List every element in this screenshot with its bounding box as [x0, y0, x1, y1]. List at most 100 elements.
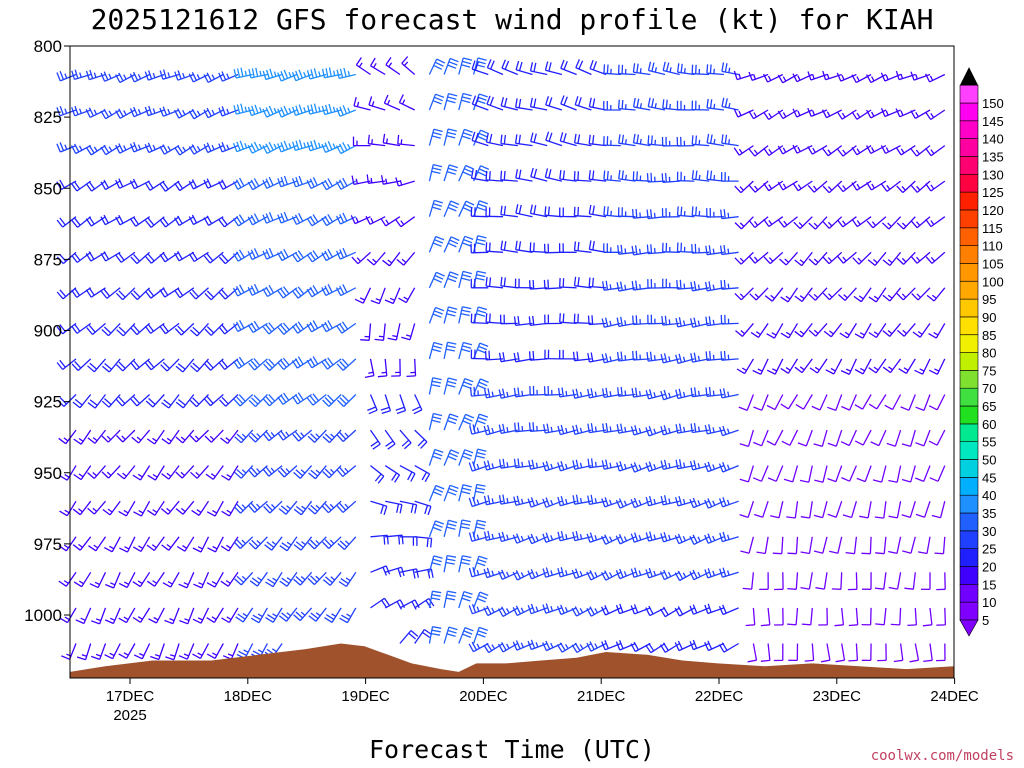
wind-barb: [837, 287, 857, 301]
wind-barb: [472, 448, 487, 466]
wind-barb: [822, 287, 843, 301]
wind-barb: [87, 429, 107, 444]
wind-barb: [443, 271, 459, 289]
wind-barb: [845, 536, 858, 555]
wind-barb: [929, 465, 946, 482]
wind-barb: [588, 134, 607, 147]
wind-barb: [854, 429, 872, 446]
wind-barb: [515, 60, 533, 76]
wind-barb: [910, 180, 931, 193]
wind-barb: [917, 536, 931, 555]
wind-barb: [443, 341, 457, 360]
wind-barb: [781, 429, 799, 446]
wind-barb: [675, 459, 695, 470]
wind-barb: [133, 643, 151, 660]
wind-barb: [800, 572, 813, 590]
wind-barb: [888, 465, 902, 483]
wind-barb: [380, 394, 392, 415]
wind-barb: [674, 570, 695, 582]
wind-barb: [929, 358, 946, 375]
colorbar-swatch: [959, 530, 979, 550]
wind-barb: [836, 109, 857, 120]
wind-barb: [888, 572, 902, 590]
colorbar-label: 50: [982, 453, 996, 468]
wind-barb: [428, 58, 446, 75]
colorbar-swatch: [959, 494, 979, 514]
wind-barb: [414, 536, 433, 548]
wind-barb: [573, 276, 592, 289]
wind-barb: [512, 570, 533, 581]
wind-barb: [145, 394, 165, 408]
wind-barb: [895, 108, 916, 118]
wind-barb: [559, 207, 577, 218]
wind-barb: [428, 626, 442, 644]
x-axis-title: Forecast Time (UTC): [369, 735, 655, 764]
wind-barb: [104, 643, 121, 660]
colorbar-swatch: [959, 138, 979, 157]
wind-barb: [147, 465, 165, 481]
wind-barb: [766, 429, 784, 446]
wind-barb: [719, 388, 739, 399]
wind-barb: [336, 321, 357, 334]
wind-barb: [322, 429, 342, 444]
wind-barb: [89, 572, 107, 589]
wind-barb: [720, 350, 739, 361]
wind-barb: [647, 279, 666, 289]
wind-barb: [104, 607, 121, 625]
wind-barb: [85, 145, 106, 156]
colorbar-label: 60: [982, 417, 996, 432]
wind-barb: [497, 641, 519, 653]
wind-barb: [428, 163, 443, 182]
wind-barb: [471, 131, 489, 147]
wind-barb: [178, 572, 195, 589]
wind-barb: [799, 465, 813, 483]
wind-barb: [175, 394, 195, 409]
wind-barb: [101, 394, 121, 408]
wind-barb: [470, 243, 489, 254]
wind-barb: [367, 394, 378, 415]
wind-barb: [617, 99, 636, 111]
wind-barb: [130, 287, 151, 301]
wind-barb: [792, 144, 813, 154]
wind-barb: [321, 320, 342, 333]
wind-barb: [322, 465, 342, 479]
wind-barb: [428, 128, 443, 146]
wind-barb: [822, 180, 843, 194]
y-tick-label: 975: [34, 535, 62, 554]
wind-barb: [87, 394, 107, 409]
colorbar-label: 75: [982, 363, 996, 378]
x-tick-label: 17DEC: [106, 688, 155, 705]
wind-barb: [204, 358, 224, 371]
wind-barb: [718, 462, 739, 473]
wind-barb: [573, 171, 592, 182]
wind-barb: [795, 394, 813, 410]
wind-barb: [853, 287, 872, 303]
wind-barb: [145, 251, 165, 264]
wind-barb: [71, 105, 91, 117]
wind-barb: [443, 554, 457, 573]
wind-barb: [337, 536, 357, 550]
wind-barb: [866, 145, 887, 154]
wind-barb: [339, 607, 357, 624]
wind-barb: [766, 358, 784, 375]
wind-barb: [836, 216, 857, 228]
wind-barb: [753, 500, 769, 518]
wind-barb: [132, 536, 151, 552]
wind-barb: [542, 640, 563, 652]
wind-barb: [383, 94, 401, 111]
wind-barb: [218, 287, 239, 300]
wind-barb: [161, 536, 180, 551]
wind-barb: [355, 57, 371, 76]
wind-barb: [748, 216, 769, 229]
wind-barb: [836, 180, 857, 193]
colorbar-label: 145: [982, 114, 1004, 129]
wind-barb: [601, 497, 622, 508]
wind-barb: [458, 626, 474, 644]
wind-barb: [770, 501, 784, 519]
wind-barb: [73, 429, 92, 445]
wind-barb: [808, 287, 828, 301]
wind-barb: [262, 465, 283, 477]
wind-barb: [443, 626, 458, 644]
wind-barb: [443, 413, 459, 431]
wind-barb: [264, 536, 283, 551]
